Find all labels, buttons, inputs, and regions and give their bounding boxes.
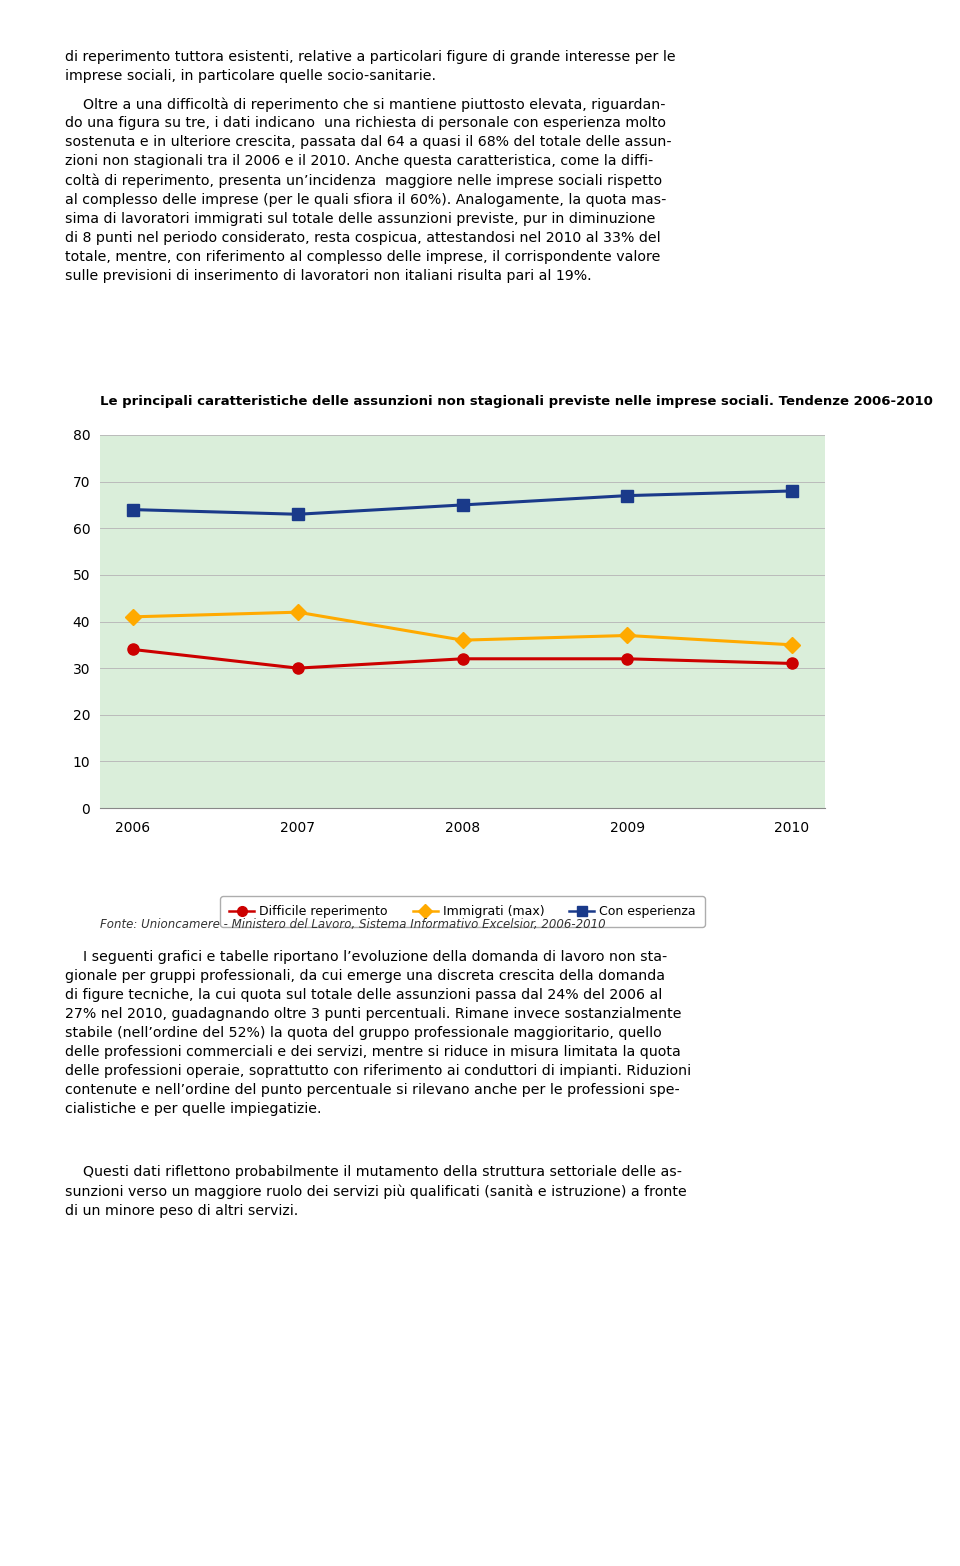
Line: Immigrati (max): Immigrati (max) [128,606,798,650]
Legend: Difficile reperimento, Immigrati (max), Con esperienza: Difficile reperimento, Immigrati (max), … [221,896,705,927]
Text: 16: 16 [50,1538,65,1550]
Text: di reperimento tuttora esistenti, relative a particolari figure di grande intere: di reperimento tuttora esistenti, relati… [65,50,676,83]
Text: Questi dati riflettono probabilmente il mutamento della struttura settoriale del: Questi dati riflettono probabilmente il … [65,1165,687,1218]
Line: Con esperienza: Con esperienza [128,485,798,520]
Line: Difficile reperimento: Difficile reperimento [128,644,798,673]
Text: Le principali caratteristiche delle assunzioni non stagionali previste nelle imp: Le principali caratteristiche delle assu… [100,395,933,409]
Con esperienza [292,504,303,523]
Difficile reperimento [621,650,633,669]
Difficile reperimento [127,640,138,659]
Con esperienza [621,485,633,504]
Text: Fonte: Unioncamere - Ministero del Lavoro, Sistema Informativo Excelsior, 2006-2: Fonte: Unioncamere - Ministero del Lavor… [100,918,606,932]
Immigrati (max) [292,603,303,622]
Text: I seguenti grafici e tabelle riportano l’evoluzione della domanda di lavoro non : I seguenti grafici e tabelle riportano l… [65,951,691,1115]
Con esperienza [786,482,798,501]
Immigrati (max) [127,608,138,626]
Difficile reperimento [457,650,468,669]
Text: Sistema Informativo Excelsior 2010 - Imprese sociali: Sistema Informativo Excelsior 2010 - Imp… [14,9,288,19]
Difficile reperimento [786,655,798,673]
Immigrati (max) [786,636,798,655]
Con esperienza [127,500,138,518]
Immigrati (max) [621,626,633,645]
Difficile reperimento [292,659,303,678]
Immigrati (max) [457,631,468,650]
Text: Oltre a una difficoltà di reperimento che si mantiene piuttosto elevata, riguard: Oltre a una difficoltà di reperimento ch… [65,97,672,283]
Con esperienza [457,495,468,514]
